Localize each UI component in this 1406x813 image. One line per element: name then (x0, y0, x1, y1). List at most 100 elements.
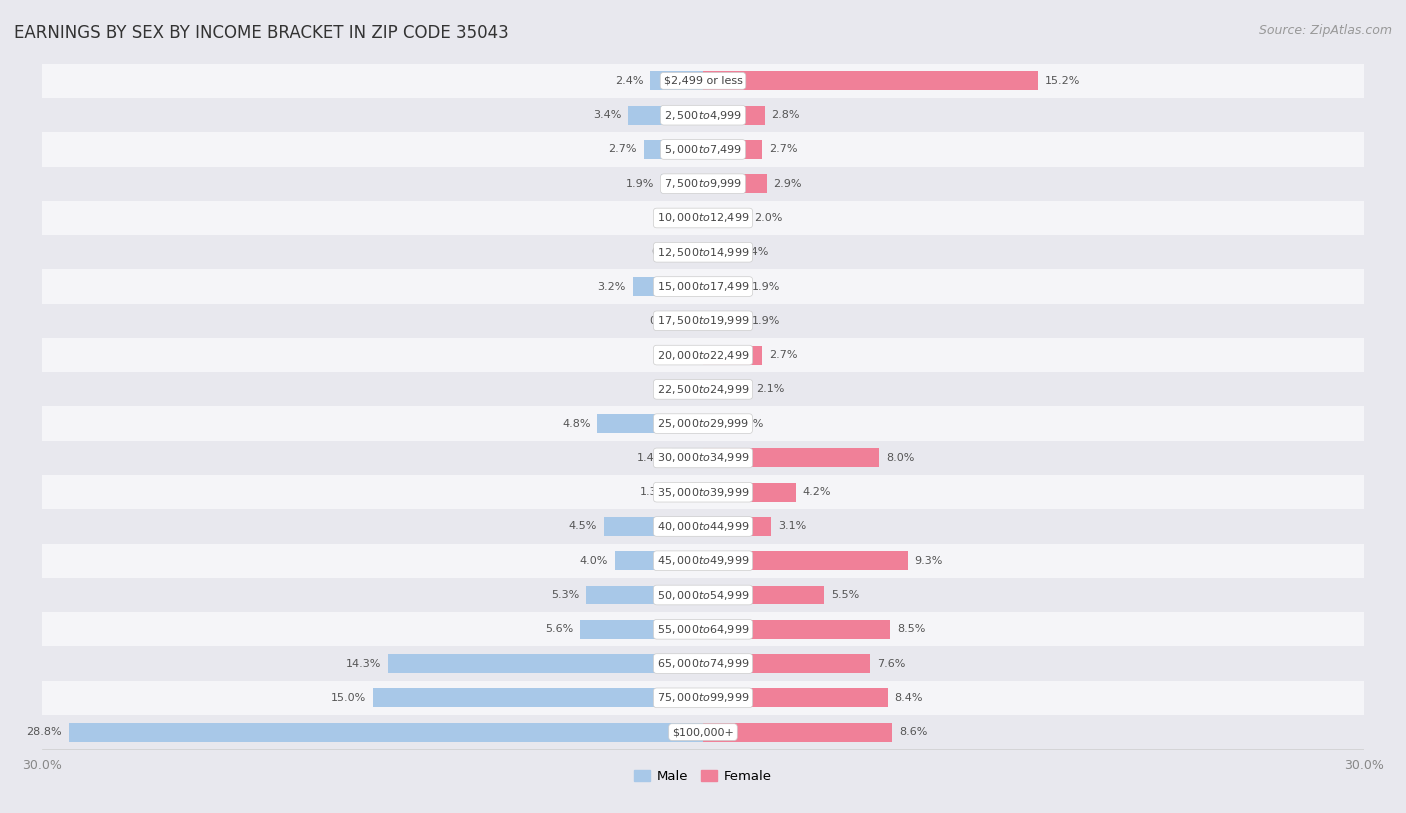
Bar (42, 201, 1364, 235)
Bar (703, 654, 870, 673)
Text: 4.8%: 4.8% (562, 419, 591, 428)
Bar (42, 715, 1364, 750)
Bar (42, 167, 1364, 201)
Bar (42, 133, 1364, 167)
Text: 4.5%: 4.5% (569, 521, 598, 532)
Text: $5,000 to $7,499: $5,000 to $7,499 (664, 143, 742, 156)
Text: 15.0%: 15.0% (330, 693, 366, 702)
Text: 5.3%: 5.3% (551, 590, 579, 600)
Text: 7.6%: 7.6% (877, 659, 905, 668)
Bar (42, 63, 1364, 98)
Text: 1.9%: 1.9% (626, 179, 655, 189)
Bar (703, 585, 824, 604)
Text: $30,000 to $34,999: $30,000 to $34,999 (657, 451, 749, 464)
Text: 4.0%: 4.0% (579, 556, 609, 566)
Text: Source: ZipAtlas.com: Source: ZipAtlas.com (1258, 24, 1392, 37)
Bar (42, 441, 1364, 475)
Bar (703, 209, 747, 228)
Bar (42, 338, 1364, 372)
Text: $50,000 to $54,999: $50,000 to $54,999 (657, 589, 749, 602)
Text: 2.0%: 2.0% (754, 213, 782, 223)
Bar (703, 414, 730, 433)
Bar (42, 304, 1364, 338)
Text: 2.8%: 2.8% (772, 111, 800, 120)
Text: 1.9%: 1.9% (751, 281, 780, 292)
Bar (703, 346, 762, 364)
Bar (703, 689, 889, 707)
Bar (388, 654, 703, 673)
Bar (690, 311, 703, 330)
Bar (703, 243, 734, 262)
Text: 8.4%: 8.4% (894, 693, 924, 702)
Bar (703, 723, 893, 741)
Bar (703, 174, 766, 193)
Text: $75,000 to $99,999: $75,000 to $99,999 (657, 691, 749, 704)
Text: 14.3%: 14.3% (346, 659, 381, 668)
Bar (42, 578, 1364, 612)
Bar (42, 544, 1364, 578)
Text: 8.0%: 8.0% (886, 453, 914, 463)
Legend: Male, Female: Male, Female (628, 764, 778, 788)
Bar (633, 277, 703, 296)
Text: 3.4%: 3.4% (593, 111, 621, 120)
Text: $7,500 to $9,999: $7,500 to $9,999 (664, 177, 742, 190)
Bar (703, 517, 772, 536)
Text: $20,000 to $22,499: $20,000 to $22,499 (657, 349, 749, 362)
Bar (696, 380, 703, 399)
Bar (42, 406, 1364, 441)
Bar (703, 140, 762, 159)
Bar (42, 646, 1364, 680)
Text: 0.35%: 0.35% (654, 385, 689, 394)
Text: 0.0%: 0.0% (668, 350, 696, 360)
Bar (42, 475, 1364, 509)
Text: EARNINGS BY SEX BY INCOME BRACKET IN ZIP CODE 35043: EARNINGS BY SEX BY INCOME BRACKET IN ZIP… (14, 24, 509, 42)
Bar (703, 449, 879, 467)
Text: $100,000+: $100,000+ (672, 727, 734, 737)
Text: 9.3%: 9.3% (914, 556, 943, 566)
Text: 2.7%: 2.7% (769, 350, 797, 360)
Bar (703, 72, 1038, 90)
Bar (42, 98, 1364, 133)
Bar (598, 414, 703, 433)
Text: $22,500 to $24,999: $22,500 to $24,999 (657, 383, 749, 396)
Bar (644, 140, 703, 159)
Text: $17,500 to $19,999: $17,500 to $19,999 (657, 315, 749, 328)
Bar (650, 72, 703, 90)
Bar (675, 483, 703, 502)
Bar (69, 723, 703, 741)
Text: $25,000 to $29,999: $25,000 to $29,999 (657, 417, 749, 430)
Bar (703, 380, 749, 399)
Bar (697, 209, 703, 228)
Bar (42, 680, 1364, 715)
Bar (703, 620, 890, 639)
Bar (579, 620, 703, 639)
Bar (605, 517, 703, 536)
Text: $55,000 to $64,999: $55,000 to $64,999 (657, 623, 749, 636)
Text: 2.4%: 2.4% (614, 76, 644, 86)
Bar (703, 277, 745, 296)
Text: 1.9%: 1.9% (751, 315, 780, 326)
Text: 5.6%: 5.6% (544, 624, 574, 634)
Bar (373, 689, 703, 707)
Text: 2.7%: 2.7% (769, 145, 797, 154)
Bar (42, 269, 1364, 304)
Text: 0.45%: 0.45% (651, 247, 686, 257)
Text: $40,000 to $44,999: $40,000 to $44,999 (657, 520, 749, 533)
Bar (703, 483, 796, 502)
Text: $65,000 to $74,999: $65,000 to $74,999 (657, 657, 749, 670)
Text: $10,000 to $12,499: $10,000 to $12,499 (657, 211, 749, 224)
Text: 0.56%: 0.56% (648, 315, 685, 326)
Text: 15.2%: 15.2% (1045, 76, 1080, 86)
Bar (42, 235, 1364, 269)
Text: 4.2%: 4.2% (801, 487, 831, 498)
Bar (586, 585, 703, 604)
Text: $2,499 or less: $2,499 or less (664, 76, 742, 86)
Text: 8.6%: 8.6% (898, 727, 928, 737)
Text: 1.4%: 1.4% (741, 247, 769, 257)
Bar (703, 551, 908, 570)
Bar (42, 612, 1364, 646)
Text: 1.4%: 1.4% (637, 453, 665, 463)
Text: 2.7%: 2.7% (609, 145, 637, 154)
Text: 2.9%: 2.9% (773, 179, 801, 189)
Bar (42, 509, 1364, 544)
